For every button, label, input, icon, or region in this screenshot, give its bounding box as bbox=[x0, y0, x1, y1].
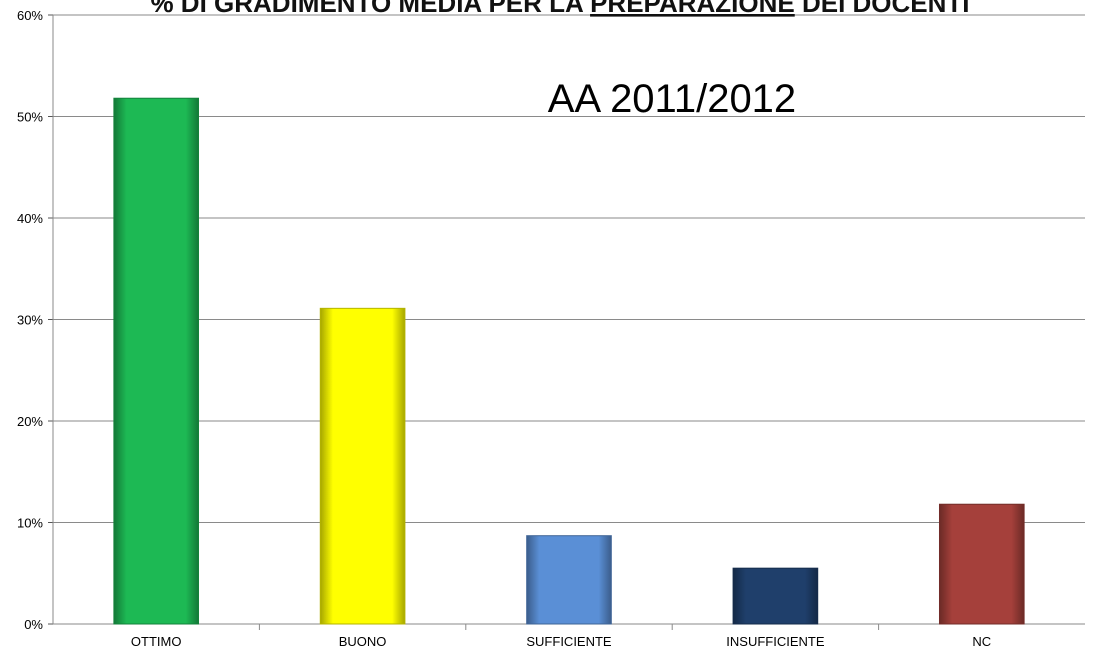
y-tick-label: 10% bbox=[17, 516, 43, 531]
x-tick-label: NC bbox=[972, 634, 991, 649]
bar-nc bbox=[938, 503, 1025, 625]
chart-title: % DI GRADIMENTO MEDIA PER LA PREPARAZION… bbox=[150, 0, 969, 18]
bar-buono bbox=[319, 307, 406, 625]
y-tick-label: 20% bbox=[17, 414, 43, 429]
y-tick-label: 50% bbox=[17, 110, 43, 125]
y-tick-label: 0% bbox=[24, 617, 43, 632]
bar-sufficiente bbox=[526, 535, 612, 625]
chart-title-part: PREPARAZIONE bbox=[590, 0, 795, 18]
x-tick-label: SUFFICIENTE bbox=[526, 634, 612, 649]
y-tick-labels: 0% 10% 20% 30% 40% 50% 60% bbox=[17, 8, 43, 632]
y-tick-label: 60% bbox=[17, 8, 43, 23]
x-tick-labels: OTTIMO BUONO SUFFICIENTE INSUFFICIENTE NC bbox=[131, 634, 991, 649]
x-tick-label: INSUFFICIENTE bbox=[726, 634, 825, 649]
y-tick-label: 30% bbox=[17, 313, 43, 328]
axes bbox=[52, 15, 880, 630]
x-tick-label: BUONO bbox=[339, 634, 387, 649]
year-annotation: AA 2011/2012 bbox=[548, 77, 796, 121]
bar-ottimo bbox=[113, 97, 200, 625]
chart-title-part: % DI GRADIMENTO MEDIA PER LA bbox=[150, 0, 590, 18]
x-tick-label: OTTIMO bbox=[131, 634, 182, 649]
bar-insufficiente bbox=[732, 567, 819, 625]
gridlines bbox=[48, 14, 1085, 625]
y-tick-label: 40% bbox=[17, 211, 43, 226]
bars bbox=[113, 97, 1025, 625]
chart-title-part: DEI DOCENTI bbox=[795, 0, 970, 18]
